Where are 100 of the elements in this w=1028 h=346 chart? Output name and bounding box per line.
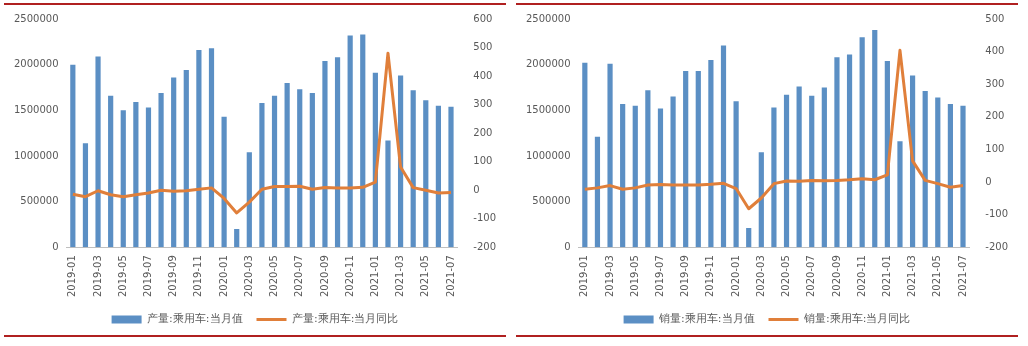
y2-tick-label: -100: [985, 208, 1009, 220]
bar: [208, 48, 215, 248]
bar: [297, 89, 303, 248]
legend-label: 销量:乘用车:当月同比: [803, 312, 911, 326]
bar: [846, 54, 853, 248]
bar: [145, 107, 152, 248]
x-tick-label: 2019-05: [628, 255, 640, 298]
bar: [783, 94, 790, 248]
bar: [809, 95, 815, 248]
y-tick-label: 500000: [532, 195, 571, 207]
x-tick-label: 2021-03: [906, 255, 918, 298]
y2-tick-label: 400: [985, 45, 1005, 57]
y-tick-label: 0: [564, 240, 571, 252]
bar: [334, 57, 341, 248]
bar: [246, 152, 252, 248]
bar: [758, 152, 764, 248]
x-tick-label: 2019-11: [192, 255, 204, 298]
x-tick-label: 2021-05: [931, 255, 943, 298]
y2-tick-label: 100: [985, 143, 1005, 154]
bar: [183, 70, 189, 248]
y-tick-label: 1000000: [525, 149, 571, 161]
bar: [771, 107, 777, 248]
bar: [435, 105, 441, 248]
y2-tick-label: 200: [985, 110, 1005, 122]
bar: [284, 82, 290, 248]
y2-tick-label: 400: [473, 69, 493, 81]
bar: [645, 90, 651, 248]
x-tick-label: 2020-11: [343, 255, 355, 298]
bar: [922, 91, 928, 248]
y-tick-label: 500000: [20, 195, 59, 207]
x-tick-label: 2020-05: [268, 255, 280, 298]
x-tick-label: 2019-07: [142, 255, 154, 298]
bar: [108, 95, 114, 248]
bar: [670, 96, 676, 248]
bar: [410, 90, 416, 248]
x-tick-label: 2019-01: [66, 255, 78, 298]
bar: [872, 29, 878, 248]
y-tick-label: 1500000: [13, 103, 59, 115]
bar: [133, 102, 139, 248]
legend-label: 产量:乘用车:当月同比: [292, 312, 399, 326]
x-tick-label: 2020-03: [754, 255, 766, 298]
x-tick-label: 2021-05: [419, 255, 431, 298]
y-tick-label: 2000000: [13, 58, 59, 70]
bar: [171, 77, 177, 248]
y2-tick-label: -200: [473, 240, 497, 252]
bar: [897, 141, 903, 248]
bar: [259, 102, 265, 248]
y2-tick-label: -100: [473, 212, 497, 224]
x-tick-label: 2021-07: [444, 255, 456, 298]
legend-label: 产量:乘用车:当月值: [147, 312, 243, 326]
y2-tick-label: 300: [985, 77, 1005, 89]
x-tick-label: 2020-03: [242, 255, 254, 298]
bar: [234, 228, 240, 248]
bar: [221, 116, 227, 248]
x-tick-label: 2019-09: [167, 255, 179, 298]
bar: [82, 143, 89, 248]
x-tick-label: 2021-03: [394, 255, 406, 298]
bar: [960, 105, 966, 248]
bar: [196, 50, 202, 248]
bar: [158, 92, 164, 248]
y-tick-label: 1500000: [525, 103, 571, 115]
x-tick-label: 2021-01: [880, 255, 892, 298]
bar: [322, 60, 328, 248]
y2-tick-label: 300: [473, 98, 493, 110]
x-tick-label: 2019-07: [654, 255, 666, 298]
x-tick-label: 2020-05: [780, 255, 792, 298]
y2-tick-label: -200: [985, 240, 1009, 252]
x-tick-label: 2019-03: [91, 255, 103, 298]
bar: [95, 56, 101, 248]
bar: [309, 92, 315, 248]
bar: [935, 97, 941, 248]
bar: [271, 95, 278, 248]
y2-tick-label: 100: [473, 155, 493, 167]
bar: [120, 110, 126, 248]
bar: [733, 101, 739, 248]
bar: [708, 60, 714, 248]
bar: [947, 103, 953, 248]
x-tick-label: 2019-03: [603, 255, 615, 298]
bar: [859, 37, 865, 248]
x-tick-label: 2020-01: [217, 255, 229, 298]
y2-tick-label: 0: [473, 183, 480, 195]
bar: [720, 45, 727, 248]
bar: [607, 63, 613, 248]
x-tick-label: 2020-01: [729, 255, 741, 298]
y-tick-label: 2000000: [525, 58, 571, 70]
bar: [683, 71, 689, 248]
bar: [632, 105, 638, 248]
y2-tick-label: 500: [985, 12, 1005, 24]
x-tick-label: 2019-09: [679, 255, 691, 298]
x-tick-label: 2021-01: [368, 255, 380, 298]
x-tick-label: 2019-05: [116, 255, 128, 298]
x-tick-label: 2020-07: [293, 255, 305, 298]
bar: [620, 103, 626, 248]
bar: [360, 34, 366, 248]
y2-tick-label: 0: [985, 175, 992, 187]
bar: [594, 136, 601, 248]
legend-label: 销量:乘用车:当月值: [658, 312, 755, 326]
bar: [70, 64, 76, 248]
bar: [423, 100, 429, 248]
bar: [821, 87, 827, 248]
